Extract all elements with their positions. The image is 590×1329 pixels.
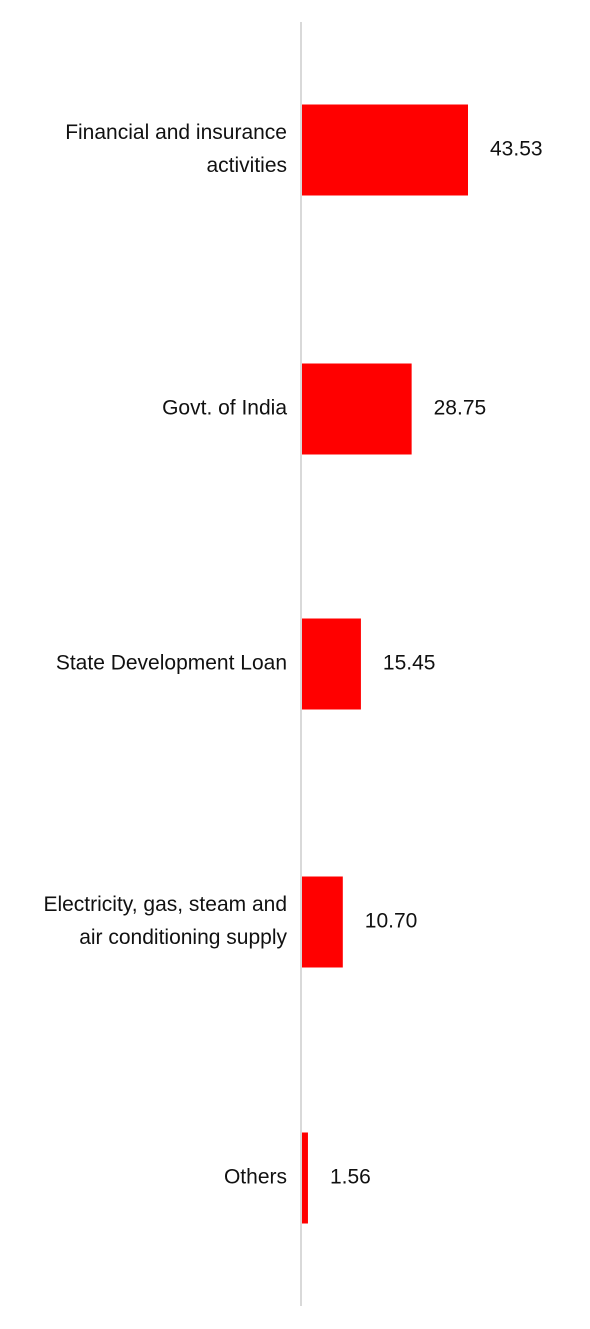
category-label-4-line-2: air conditioning supply [79,926,287,949]
category-label-2: Govt. of India [162,397,287,420]
category-label-4-line-1: Electricity, gas, steam and [43,893,287,916]
category-label-1-line-2: activities [206,154,287,177]
bar-5 [302,1132,308,1224]
category-label-3: State Development Loan [56,652,287,675]
value-label-1: 43.53 [490,138,543,161]
category-label-1-line-1: Financial and insurance [65,121,287,144]
bar-1 [302,104,468,196]
bar-2 [302,363,412,455]
bar-3 [302,618,361,710]
bars-group [302,104,468,1224]
category-label-5: Others [224,1166,287,1189]
value-label-4: 10.70 [365,910,418,933]
value-label-5: 1.56 [330,1166,371,1189]
bar-4 [302,876,343,968]
value-label-2: 28.75 [434,397,487,420]
value-labels-group: 43.53 28.75 15.45 10.70 1.56 [330,138,543,1189]
value-label-3: 15.45 [383,652,436,675]
category-labels-group: Financial and insurance activities Govt. o… [43,121,287,1189]
